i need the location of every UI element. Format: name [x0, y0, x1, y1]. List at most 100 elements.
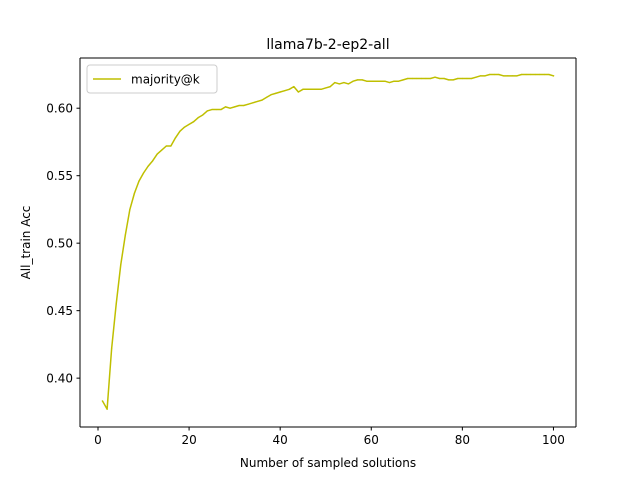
data-point	[511, 75, 514, 77]
data-point	[165, 145, 167, 147]
data-point	[416, 77, 418, 80]
data-point	[138, 180, 140, 182]
data-point	[142, 172, 145, 174]
data-point	[229, 107, 231, 109]
data-point	[443, 77, 445, 80]
data-point	[188, 123, 190, 125]
x-tick-label: 20	[181, 433, 196, 447]
data-point	[357, 79, 359, 81]
data-point	[297, 91, 299, 93]
data-point	[316, 88, 318, 90]
chart-title: llama7b-2-ep2-all	[266, 37, 389, 53]
data-point	[448, 79, 450, 81]
data-point	[507, 75, 509, 77]
data-point	[265, 96, 268, 99]
data-point	[407, 77, 409, 80]
data-point	[498, 73, 500, 76]
data-point	[197, 117, 199, 119]
data-point	[256, 100, 258, 103]
data-point	[234, 106, 236, 108]
data-point	[183, 126, 186, 128]
data-point	[379, 80, 381, 82]
data-point	[548, 73, 550, 76]
data-point	[124, 234, 126, 236]
legend-label-majority-at-k: majority@k	[131, 73, 200, 87]
data-point	[170, 145, 172, 147]
data-point	[247, 103, 249, 105]
data-point	[325, 87, 327, 89]
series-line-majority-at-k	[101, 73, 555, 410]
data-point	[475, 76, 477, 78]
data-point	[398, 80, 400, 82]
data-point	[366, 80, 368, 82]
data-point	[384, 80, 386, 82]
data-point	[539, 73, 541, 76]
data-layer	[101, 73, 555, 410]
y-tick-label: 0.60	[46, 102, 73, 116]
data-point	[489, 73, 491, 76]
x-tick-label: 100	[542, 433, 565, 447]
data-point	[220, 108, 222, 111]
data-point	[479, 75, 482, 77]
data-point	[438, 77, 441, 80]
data-point	[370, 80, 372, 82]
data-point	[120, 264, 122, 266]
data-point	[252, 102, 254, 104]
data-point	[393, 80, 395, 82]
data-point	[525, 73, 527, 76]
data-point	[461, 77, 463, 80]
y-tick-label: 0.55	[46, 169, 73, 183]
data-point	[275, 92, 277, 94]
data-point	[352, 80, 354, 82]
data-point	[302, 88, 304, 90]
data-point	[106, 408, 108, 410]
data-point	[311, 88, 313, 90]
data-point	[411, 77, 413, 80]
plot-area	[80, 58, 576, 427]
data-point	[243, 104, 245, 107]
data-point	[530, 73, 532, 76]
data-point	[270, 94, 272, 96]
data-point	[520, 73, 523, 76]
data-point	[402, 79, 404, 81]
data-point	[115, 303, 117, 305]
x-tick-label: 60	[364, 433, 379, 447]
data-point	[466, 77, 468, 80]
data-point	[306, 88, 309, 90]
data-point	[156, 153, 158, 155]
y-tick-label: 0.50	[46, 236, 73, 250]
data-point	[338, 83, 340, 85]
data-point	[434, 76, 436, 78]
x-tick-label: 40	[273, 433, 288, 447]
data-point	[206, 110, 208, 112]
data-point	[161, 149, 163, 151]
data-point	[552, 75, 555, 77]
data-point	[516, 75, 518, 77]
data-point	[502, 75, 504, 77]
y-axis-ticks: 0.40 0.45 0.50 0.55 0.60	[46, 102, 80, 385]
data-point	[174, 137, 177, 139]
data-point	[484, 75, 486, 77]
data-point	[334, 81, 336, 84]
data-point	[425, 77, 427, 80]
x-axis-label: Number of sampled solutions	[240, 456, 416, 470]
data-point	[320, 88, 322, 90]
data-point	[152, 160, 154, 162]
data-point	[111, 347, 113, 350]
data-point	[238, 104, 240, 107]
data-point	[284, 90, 286, 92]
data-point	[129, 208, 131, 211]
data-point	[215, 108, 218, 111]
x-tick-label: 0	[94, 433, 102, 447]
data-point	[224, 106, 227, 108]
data-point	[375, 80, 377, 82]
data-point	[343, 81, 345, 84]
legend: majority@k	[86, 64, 218, 94]
axes	[79, 57, 577, 428]
data-point	[388, 81, 391, 84]
data-point	[147, 165, 149, 167]
data-point	[493, 73, 495, 76]
data-point	[288, 88, 290, 90]
y-tick-label: 0.45	[46, 304, 73, 318]
